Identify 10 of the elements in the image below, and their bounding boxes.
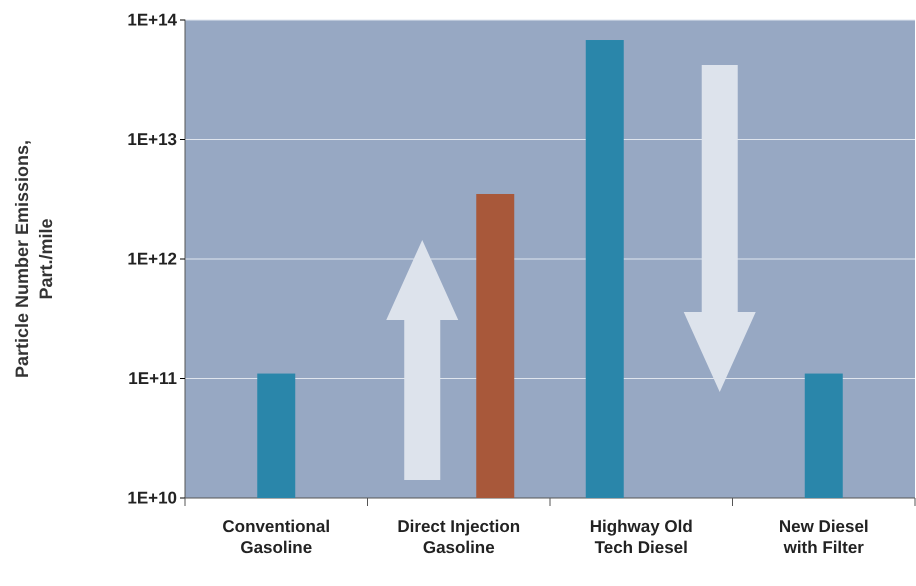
x-tick-label: Direct Injection Gasoline <box>397 517 520 557</box>
x-tick-label: Conventional Gasoline <box>222 517 330 557</box>
x-tick-label: Highway Old Tech Diesel <box>590 517 693 557</box>
y-tick-label: 1E+12 <box>127 249 177 268</box>
x-tick-label: New Diesel with Filter <box>778 517 869 557</box>
y-tick-label: 1E+14 <box>127 10 178 30</box>
y-tick-label: 1E+13 <box>127 130 177 149</box>
y-tick-label: 1E+10 <box>127 488 177 508</box>
y-axis-title: Particle Number Emissions, Part./mile <box>12 140 56 378</box>
y-tick-label: 1E+11 <box>128 368 177 388</box>
